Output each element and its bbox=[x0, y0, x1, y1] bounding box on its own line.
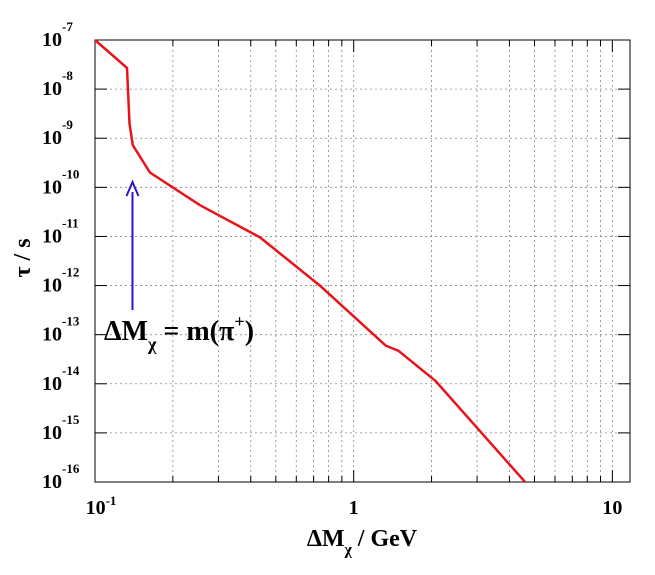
y-tick-label: 10-10 bbox=[42, 166, 79, 198]
y-tick-label-exponent: -13 bbox=[62, 314, 80, 329]
x-axis-label: ΔMχ / GeV bbox=[307, 526, 418, 558]
text-part: ΔM bbox=[104, 316, 148, 347]
y-tick-label-base: 10 bbox=[42, 324, 62, 346]
y-tick-label-exponent: -10 bbox=[62, 166, 79, 181]
y-tick-label: 10-8 bbox=[42, 68, 73, 100]
y-tick-label: 10-7 bbox=[42, 19, 73, 51]
y-tick-label: 10-15 bbox=[42, 412, 80, 444]
text-part: / GeV bbox=[352, 526, 418, 552]
x-tick-label: 1 bbox=[349, 497, 359, 519]
subscript: χ bbox=[344, 541, 353, 558]
text-part: ΔM bbox=[307, 526, 345, 552]
y-axis-label: τ / s bbox=[10, 238, 36, 277]
x-tick-label: 10 bbox=[602, 497, 622, 519]
y-tick-label: 10-14 bbox=[42, 363, 80, 395]
data-line bbox=[94, 39, 527, 483]
x-tick-label: 10-1 bbox=[86, 493, 117, 519]
superscript: + bbox=[234, 311, 244, 331]
y-tick-label-base: 10 bbox=[42, 29, 62, 51]
plot-frame bbox=[94, 39, 631, 483]
y-tick-label-base: 10 bbox=[42, 127, 62, 149]
y-tick-label-exponent: -16 bbox=[62, 461, 80, 476]
y-tick-label-base: 10 bbox=[42, 275, 62, 297]
y-tick-label-base: 10 bbox=[42, 422, 62, 444]
y-tick-label-base: 10 bbox=[42, 373, 62, 395]
subscript: χ bbox=[147, 334, 157, 354]
y-tick-label-base: 10 bbox=[42, 78, 62, 100]
annotation-text: ΔMχ = m(π+) bbox=[104, 311, 254, 353]
y-tick-label: 10-12 bbox=[42, 265, 79, 297]
y-tick-label-exponent: -11 bbox=[62, 215, 79, 230]
x-tick-label-exponent: -1 bbox=[106, 493, 117, 508]
y-tick-label: 10-16 bbox=[42, 461, 80, 493]
y-tick-label: 10-11 bbox=[42, 215, 79, 247]
y-tick-label-exponent: -9 bbox=[62, 117, 73, 132]
y-tick-label-base: 10 bbox=[42, 176, 62, 198]
x-tick-label-base: 10 bbox=[86, 497, 106, 519]
y-tick-label-exponent: -7 bbox=[62, 19, 73, 34]
text-part: ) bbox=[245, 316, 254, 347]
y-tick-label-base: 10 bbox=[42, 225, 62, 247]
y-tick-label-base: 10 bbox=[42, 471, 62, 493]
y-tick-label-exponent: -8 bbox=[62, 68, 73, 83]
text-part: = m(π bbox=[156, 316, 235, 347]
y-tick-label-exponent: -15 bbox=[62, 412, 80, 427]
y-tick-label-exponent: -12 bbox=[62, 265, 79, 280]
y-tick-label-exponent: -14 bbox=[62, 363, 80, 378]
y-tick-label: 10-9 bbox=[42, 117, 73, 149]
y-tick-label: 10-13 bbox=[42, 314, 80, 346]
annotation-arrowhead bbox=[125, 179, 140, 197]
